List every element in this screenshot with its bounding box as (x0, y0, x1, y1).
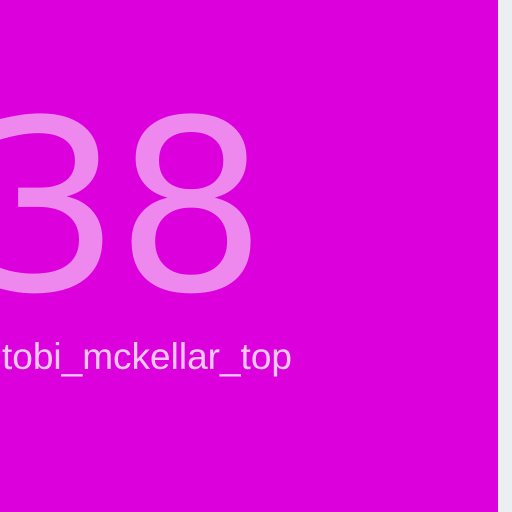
username-label: tobi_mckellar_top (2, 336, 292, 377)
count-value: 38 (0, 70, 267, 347)
side-panel-edge (498, 0, 512, 512)
stat-card[interactable]: 38 tobi_mckellar_top (0, 0, 498, 512)
